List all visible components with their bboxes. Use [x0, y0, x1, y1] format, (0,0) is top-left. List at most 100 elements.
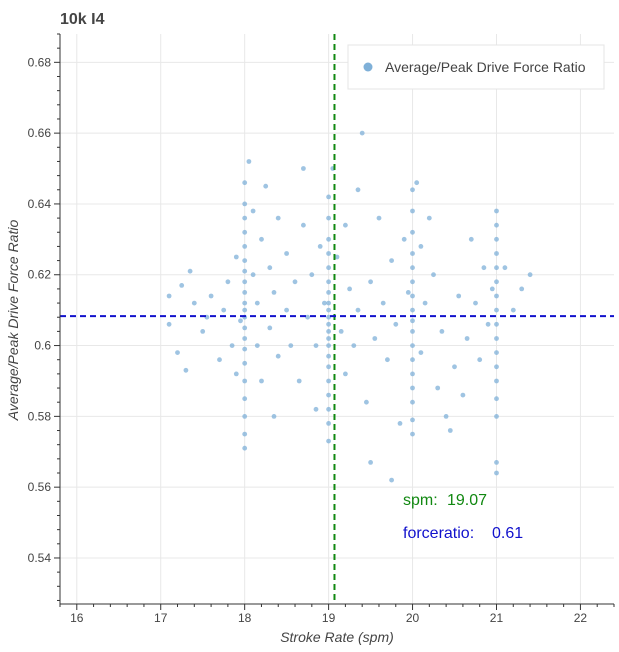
data-point: [242, 414, 248, 419]
data-point: [242, 279, 248, 285]
data-point: [410, 385, 415, 391]
axes: [59, 34, 614, 605]
data-point: [242, 346, 248, 352]
x-tick-label: 18: [238, 611, 252, 625]
data-point: [254, 300, 260, 306]
data-point: [271, 290, 277, 295]
data-point: [334, 254, 340, 260]
data-point: [271, 414, 277, 419]
data-point: [301, 222, 306, 228]
data-point: [414, 180, 420, 186]
data-point: [175, 350, 180, 355]
data-point: [292, 279, 298, 285]
data-point: [326, 378, 331, 384]
data-point: [385, 357, 390, 363]
data-point: [242, 268, 248, 274]
data-point: [242, 215, 248, 221]
grid: [60, 34, 614, 604]
chart-title: 10k I4: [60, 11, 105, 28]
data-point: [166, 293, 172, 299]
data-point: [326, 314, 331, 320]
data-point: [309, 272, 315, 278]
x-axis-title: Stroke Rate (spm): [280, 629, 394, 645]
data-point: [263, 183, 269, 189]
data-point: [410, 417, 415, 423]
data-point: [410, 307, 415, 313]
data-point: [242, 325, 248, 331]
legend-box: [347, 44, 605, 90]
data-point: [183, 367, 189, 373]
data-point: [410, 329, 415, 334]
data-point: [326, 406, 331, 412]
data-point: [410, 371, 415, 377]
x-tick-label: 21: [490, 611, 504, 625]
data-point: [473, 300, 478, 306]
x-axis-ticks: 16 17 18 19 20 21 22: [59, 604, 615, 625]
data-point: [452, 364, 457, 370]
data-point: [275, 215, 281, 221]
data-point: [359, 130, 365, 136]
data-point: [242, 307, 248, 313]
data-point: [259, 378, 264, 384]
data-point: [326, 421, 331, 426]
legend: Average/Peak Drive Force Ratio: [347, 44, 605, 90]
data-point: [481, 265, 487, 271]
data-point: [418, 350, 424, 355]
data-point: [326, 336, 331, 341]
data-point: [267, 265, 273, 271]
data-point: [494, 293, 499, 299]
data-point: [191, 300, 197, 306]
x-tick-label: 19: [322, 611, 336, 625]
data-point: [326, 343, 331, 348]
y-axis-title: Average/Peak Drive Force Ratio: [5, 220, 21, 422]
data-point: [347, 286, 352, 292]
data-point: [326, 438, 331, 444]
data-point: [284, 307, 289, 313]
data-point: [372, 336, 378, 341]
data-point: [229, 343, 235, 348]
data-point: [187, 268, 193, 274]
data-point: [242, 229, 248, 235]
y-tick-label: 0.68: [28, 55, 52, 69]
data-point: [494, 307, 499, 313]
data-point: [494, 414, 499, 419]
y-tick-label: 0.66: [28, 126, 52, 140]
data-point: [242, 396, 248, 402]
data-point: [355, 307, 361, 313]
data-point: [254, 343, 260, 348]
data-point: [527, 272, 533, 278]
reference-lines: [60, 34, 614, 604]
data-point: [250, 208, 256, 214]
data-point: [410, 279, 415, 285]
annotation-forceratio: forceratio: 0.61: [403, 525, 523, 542]
data-point: [326, 265, 331, 271]
data-point: [494, 265, 499, 271]
data-point: [313, 406, 319, 412]
data-point: [326, 353, 331, 359]
data-point: [275, 353, 281, 359]
data-point: [301, 166, 306, 171]
annotation-spm: spm: 19.07: [403, 492, 487, 509]
annotation-spm-value: 19.07: [447, 492, 487, 509]
data-point: [410, 357, 415, 363]
data-point: [368, 460, 373, 465]
data-point: [208, 293, 214, 299]
data-point: [397, 421, 403, 426]
data-point: [166, 321, 172, 327]
y-tick-label: 0.56: [28, 480, 52, 494]
data-point: [179, 283, 185, 288]
data-point: [389, 477, 394, 483]
scatter-points: [166, 130, 533, 483]
data-point: [485, 321, 491, 327]
data-point: [494, 321, 499, 327]
data-point: [242, 431, 248, 437]
data-point: [468, 236, 474, 242]
x-tick-label: 22: [574, 611, 588, 625]
data-point: [464, 336, 470, 341]
data-point: [296, 378, 302, 384]
data-point: [401, 236, 407, 242]
data-point: [343, 222, 348, 228]
data-point: [519, 286, 525, 292]
data-point: [305, 314, 310, 320]
data-point: [326, 279, 331, 285]
